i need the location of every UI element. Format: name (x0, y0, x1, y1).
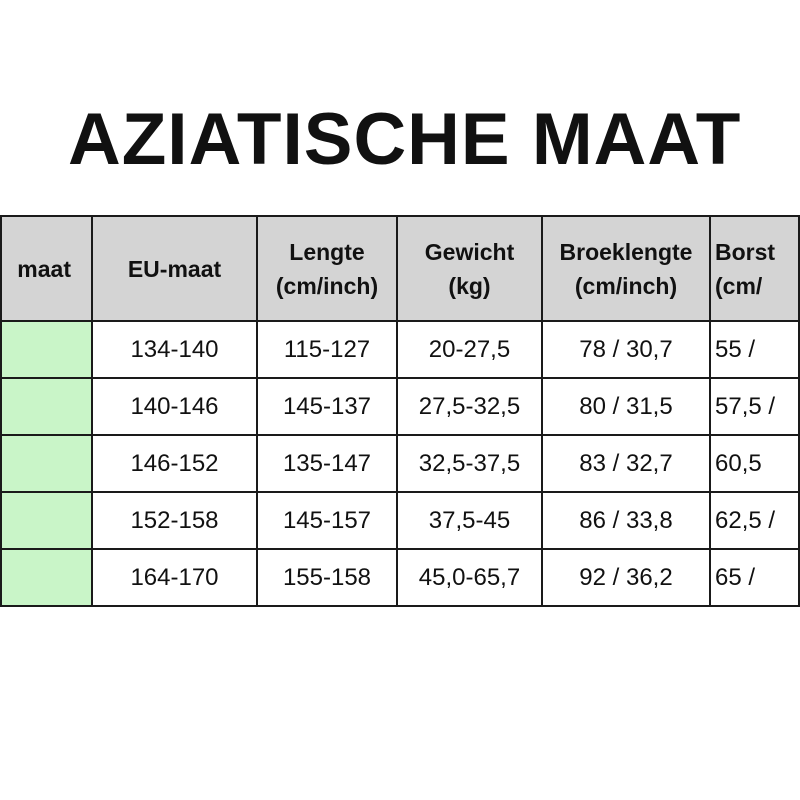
cell-eu-size: 134-140 (91, 320, 258, 379)
cell-inseam: 86 / 33,8 (541, 491, 711, 550)
cell-length: 155-158 (256, 548, 398, 607)
table-header-row: maat EU-maat Lengte (cm/inch) Gewicht (kg)… (0, 215, 800, 322)
size-chart-table: maat EU-maat Lengte (cm/inch) Gewicht (kg)… (0, 215, 800, 607)
header-asian-size: maat (0, 215, 93, 322)
header-weight: Gewicht (kg) (396, 215, 543, 322)
cell-chest: 55 / (709, 320, 800, 379)
cell-asian-size (0, 320, 93, 379)
cell-inseam: 80 / 31,5 (541, 377, 711, 436)
header-unit: (cm/inch) (574, 272, 678, 299)
header-unit: (cm/ (715, 272, 763, 299)
header-label: EU-maat (127, 255, 222, 282)
table-row: 146-152 135-147 32,5-37,5 83 / 32,7 60,5 (0, 434, 800, 493)
cell-length: 115-127 (256, 320, 398, 379)
cell-chest: 60,5 (709, 434, 800, 493)
header-label: Lengte (289, 238, 365, 265)
table-row: 140-146 145-137 27,5-32,5 80 / 31,5 57,5 / (0, 377, 800, 436)
cell-weight: 37,5-45 (396, 491, 543, 550)
cell-weight: 27,5-32,5 (396, 377, 543, 436)
cell-inseam: 83 / 32,7 (541, 434, 711, 493)
table-row: 134-140 115-127 20-27,5 78 / 30,7 55 / (0, 320, 800, 379)
table-row: 164-170 155-158 45,0-65,7 92 / 36,2 65 / (0, 548, 800, 607)
cell-eu-size: 164-170 (91, 548, 258, 607)
cell-length: 145-157 (256, 491, 398, 550)
cell-length: 145-137 (256, 377, 398, 436)
cell-weight: 20-27,5 (396, 320, 543, 379)
header-unit: (cm/inch) (275, 272, 379, 299)
header-label: Broeklengte (559, 238, 693, 265)
header-unit: (kg) (448, 272, 491, 299)
page-title: AZIATISCHE MAAT (68, 99, 742, 180)
cell-eu-size: 140-146 (91, 377, 258, 436)
cell-chest: 62,5 / (709, 491, 800, 550)
header-inseam: Broeklengte (cm/inch) (541, 215, 711, 322)
cell-asian-size (0, 377, 93, 436)
cell-weight: 45,0-65,7 (396, 548, 543, 607)
cell-asian-size (0, 491, 93, 550)
cell-inseam: 92 / 36,2 (541, 548, 711, 607)
header-label: Borst (715, 238, 776, 265)
header-eu-size: EU-maat (91, 215, 258, 322)
header-label: Gewicht (424, 238, 515, 265)
cell-inseam: 78 / 30,7 (541, 320, 711, 379)
cell-chest: 57,5 / (709, 377, 800, 436)
cell-eu-size: 146-152 (91, 434, 258, 493)
cell-asian-size (0, 434, 93, 493)
header-length: Lengte (cm/inch) (256, 215, 398, 322)
header-chest: Borst (cm/ (709, 215, 800, 322)
cell-chest: 65 / (709, 548, 800, 607)
cell-eu-size: 152-158 (91, 491, 258, 550)
header-label: maat (17, 255, 71, 282)
cell-asian-size (0, 548, 93, 607)
table-row: 152-158 145-157 37,5-45 86 / 33,8 62,5 / (0, 491, 800, 550)
cell-weight: 32,5-37,5 (396, 434, 543, 493)
cell-length: 135-147 (256, 434, 398, 493)
